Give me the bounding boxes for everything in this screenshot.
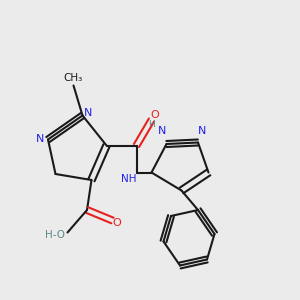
Text: H: H — [148, 120, 155, 129]
Text: O: O — [112, 218, 122, 229]
Text: N: N — [198, 125, 207, 136]
Text: N: N — [36, 134, 45, 145]
Text: O: O — [150, 110, 159, 121]
Text: CH₃: CH₃ — [64, 73, 83, 83]
Text: N: N — [84, 107, 93, 118]
Text: N: N — [158, 125, 166, 136]
Text: NH: NH — [121, 173, 137, 184]
Text: H-O: H-O — [46, 230, 65, 241]
